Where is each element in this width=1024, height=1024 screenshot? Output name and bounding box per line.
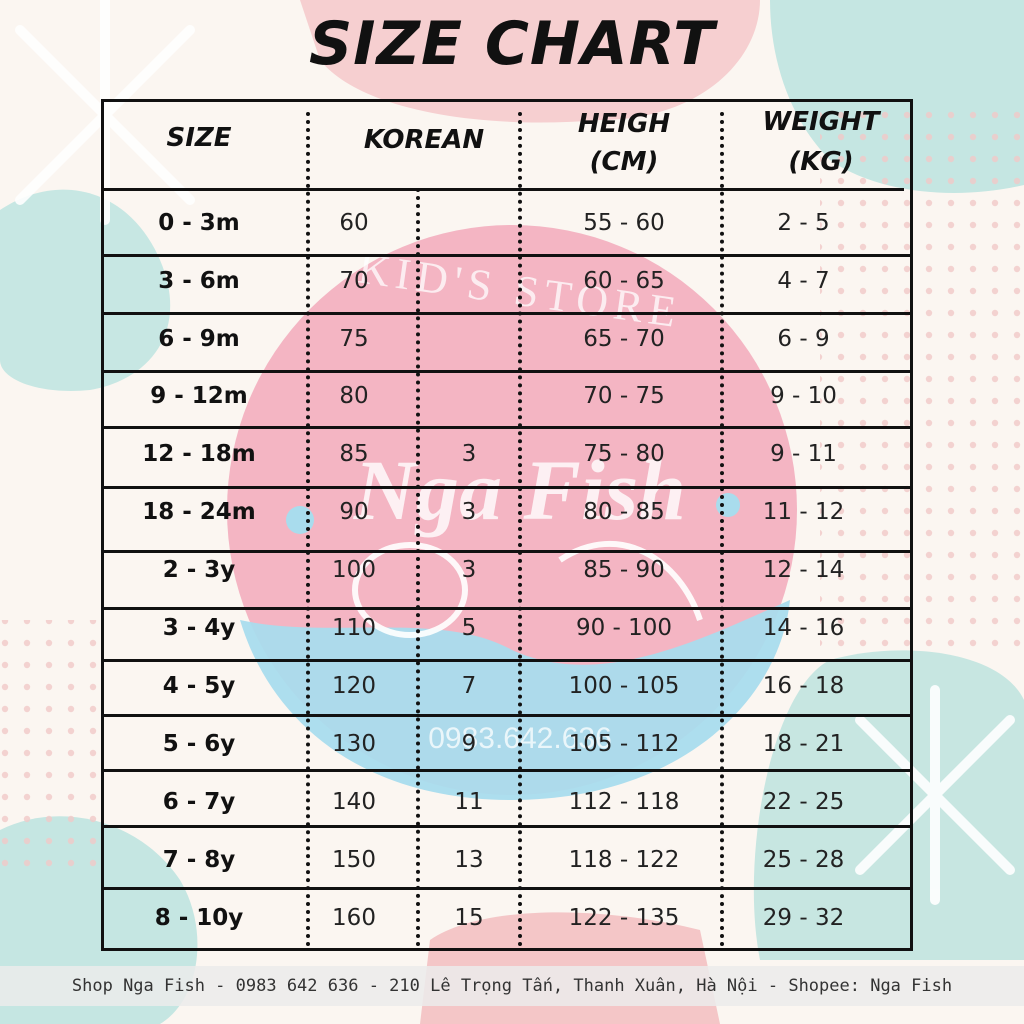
cell-weight: 18 - 21 xyxy=(762,731,845,757)
cell-height: 112 - 118 xyxy=(568,789,680,815)
cell-korean: 110 xyxy=(332,615,376,641)
cell-korean: 100 xyxy=(332,557,376,583)
cell-weight: 6 - 9 xyxy=(777,326,830,352)
cell-weight: 25 - 28 xyxy=(762,847,845,873)
cell-weight: 29 - 32 xyxy=(762,905,845,931)
header-size: SIZE xyxy=(166,123,232,153)
cell-weight: 16 - 18 xyxy=(762,673,845,699)
row-divider xyxy=(104,426,910,429)
row-divider xyxy=(104,769,910,772)
cell-weight: 9 - 11 xyxy=(770,441,837,467)
cell-weight: 12 - 14 xyxy=(762,557,845,583)
cell-korean2: 3 xyxy=(461,441,477,467)
cell-size: 5 - 6y xyxy=(162,731,236,757)
cell-korean2: 7 xyxy=(461,673,477,699)
cell-height: 105 - 112 xyxy=(568,731,680,757)
column-divider xyxy=(720,112,724,947)
cell-korean2: 15 xyxy=(454,905,484,931)
cell-height: 85 - 90 xyxy=(583,557,665,583)
cell-size: 18 - 24m xyxy=(142,499,256,525)
cell-weight: 2 - 5 xyxy=(777,210,830,236)
row-divider xyxy=(104,370,910,373)
row-divider xyxy=(104,607,910,610)
row-divider xyxy=(104,486,910,489)
cell-height: 65 - 70 xyxy=(583,326,665,352)
cell-korean: 90 xyxy=(339,499,369,525)
cell-korean: 130 xyxy=(332,731,376,757)
cell-korean2: 5 xyxy=(461,615,477,641)
cell-height: 75 - 80 xyxy=(583,441,665,467)
cell-height: 70 - 75 xyxy=(583,383,665,409)
cell-weight: 9 - 10 xyxy=(770,383,837,409)
cell-size: 8 - 10y xyxy=(154,905,244,931)
row-divider xyxy=(104,714,910,717)
row-divider xyxy=(104,659,910,662)
cell-height: 55 - 60 xyxy=(583,210,665,236)
cell-weight: 11 - 12 xyxy=(762,499,845,525)
cell-korean: 80 xyxy=(339,383,369,409)
cell-korean2: 3 xyxy=(461,499,477,525)
cell-korean2: 9 xyxy=(461,731,477,757)
header-height-line2: (CM) xyxy=(589,147,659,177)
header-height-line1: HEIGH xyxy=(577,109,671,139)
header-korean: KOREAN xyxy=(363,125,485,155)
cell-size: 9 - 12m xyxy=(150,383,248,409)
header-weight-line1: WEIGHT xyxy=(762,107,880,137)
cell-size: 2 - 3y xyxy=(162,557,236,583)
row-divider xyxy=(104,887,910,890)
cell-size: 6 - 9m xyxy=(158,326,240,352)
cell-korean2: 3 xyxy=(461,557,477,583)
table-header: SIZE KOREAN HEIGH (CM) WEIGHT (KG) xyxy=(104,102,910,188)
cell-korean: 160 xyxy=(332,905,376,931)
row-divider xyxy=(104,188,904,191)
cell-size: 0 - 3m xyxy=(158,210,240,236)
row-divider xyxy=(104,312,910,315)
cell-weight: 4 - 7 xyxy=(777,268,830,294)
cell-korean: 140 xyxy=(332,789,376,815)
shop-footer: Shop Nga Fish - 0983 642 636 - 210 Lê Tr… xyxy=(0,966,1024,1006)
column-divider xyxy=(518,112,522,947)
row-divider xyxy=(104,550,910,553)
column-divider xyxy=(416,188,420,947)
cell-size: 3 - 6m xyxy=(158,268,240,294)
header-weight-line2: (KG) xyxy=(788,147,854,177)
cell-korean: 60 xyxy=(339,210,369,236)
cell-korean: 150 xyxy=(332,847,376,873)
size-chart-table: SIZE KOREAN HEIGH (CM) WEIGHT (KG) 0 - 3… xyxy=(101,99,913,951)
cell-height: 60 - 65 xyxy=(583,268,665,294)
page-title: SIZE CHART xyxy=(308,9,716,79)
cell-korean: 120 xyxy=(332,673,376,699)
cell-korean: 70 xyxy=(339,268,369,294)
row-divider xyxy=(104,825,910,828)
column-divider xyxy=(306,112,310,947)
cell-korean: 75 xyxy=(339,326,369,352)
cell-weight: 22 - 25 xyxy=(762,789,845,815)
cell-height: 122 - 135 xyxy=(568,905,680,931)
cell-size: 4 - 5y xyxy=(162,673,236,699)
cell-height: 80 - 85 xyxy=(583,499,665,525)
cell-size: 3 - 4y xyxy=(162,615,236,641)
cell-korean2: 13 xyxy=(454,847,484,873)
cell-korean: 85 xyxy=(339,441,369,467)
row-divider xyxy=(104,254,910,257)
cell-height: 100 - 105 xyxy=(568,673,680,699)
cell-size: 6 - 7y xyxy=(162,789,236,815)
cell-size: 12 - 18m xyxy=(142,441,256,467)
cell-korean2: 11 xyxy=(454,789,484,815)
cell-height: 90 - 100 xyxy=(575,615,673,641)
cell-height: 118 - 122 xyxy=(568,847,680,873)
cell-size: 7 - 8y xyxy=(162,847,236,873)
cell-weight: 14 - 16 xyxy=(762,615,845,641)
